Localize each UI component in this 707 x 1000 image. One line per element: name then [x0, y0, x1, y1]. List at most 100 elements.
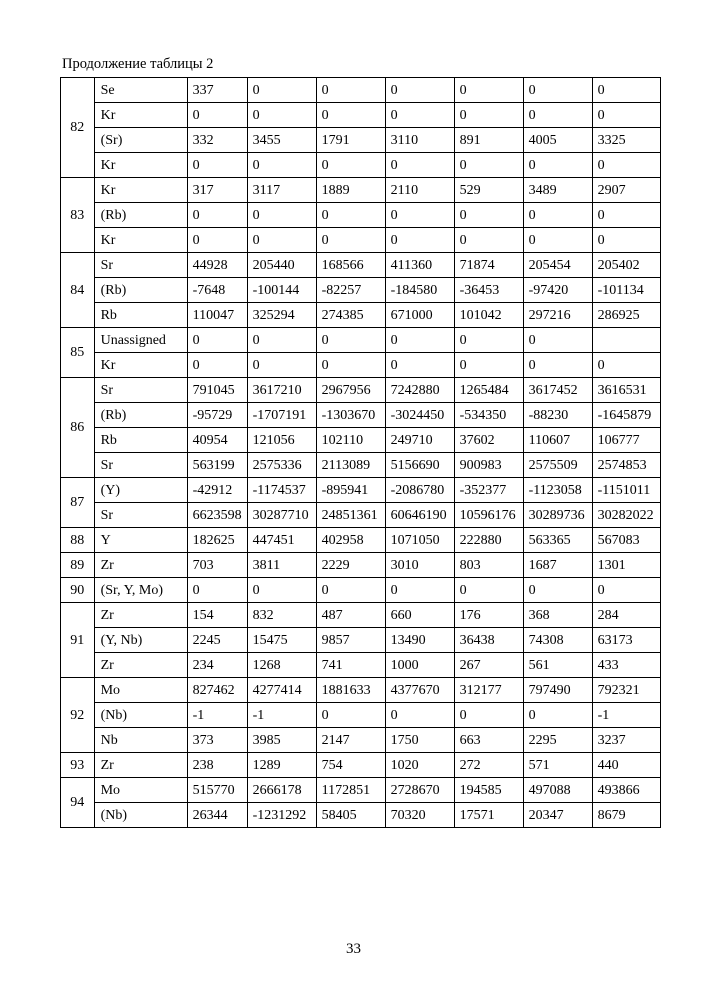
value-cell: 0: [316, 153, 385, 178]
value-cell: 9857: [316, 628, 385, 653]
value-cell: 373: [187, 728, 247, 753]
value-cell: 106777: [592, 428, 660, 453]
value-cell: -3024450: [385, 403, 454, 428]
value-cell: 0: [316, 203, 385, 228]
value-cell: -7648: [187, 278, 247, 303]
value-cell: 0: [316, 328, 385, 353]
value-cell: -95729: [187, 403, 247, 428]
value-cell: 2229: [316, 553, 385, 578]
value-cell: 0: [592, 353, 660, 378]
value-cell: 0: [247, 328, 316, 353]
element-cell: Sr: [94, 453, 187, 478]
value-cell: 272: [454, 753, 523, 778]
value-cell: 1881633: [316, 678, 385, 703]
value-cell: 3985: [247, 728, 316, 753]
value-cell: 571: [523, 753, 592, 778]
value-cell: 1268: [247, 653, 316, 678]
value-cell: 30282022: [592, 503, 660, 528]
value-cell: -1: [247, 703, 316, 728]
element-cell: (Y): [94, 478, 187, 503]
table-row: Nb37339852147175066322953237: [61, 728, 661, 753]
table-caption: Продолжение таблицы 2: [62, 56, 661, 73]
element-cell: Kr: [94, 153, 187, 178]
value-cell: 176: [454, 603, 523, 628]
value-cell: 832: [247, 603, 316, 628]
value-cell: 0: [187, 578, 247, 603]
element-cell: (Rb): [94, 403, 187, 428]
value-cell: 0: [592, 78, 660, 103]
value-cell: 0: [523, 228, 592, 253]
value-cell: -352377: [454, 478, 523, 503]
value-cell: 0: [316, 78, 385, 103]
value-cell: 0: [247, 78, 316, 103]
value-cell: 60646190: [385, 503, 454, 528]
table-row: Kr0000000: [61, 103, 661, 128]
value-cell: -97420: [523, 278, 592, 303]
table-row: 84Sr449282054401685664113607187420545420…: [61, 253, 661, 278]
value-cell: 433: [592, 653, 660, 678]
value-cell: 515770: [187, 778, 247, 803]
value-cell: -895941: [316, 478, 385, 503]
value-cell: 30287710: [247, 503, 316, 528]
table-row: Sr56319925753362113089515669090098325755…: [61, 453, 661, 478]
value-cell: 10596176: [454, 503, 523, 528]
value-cell: 0: [187, 328, 247, 353]
table-row: Rb11004732529427438567100010104229721628…: [61, 303, 661, 328]
table-row: (Rb)-7648-100144-82257-184580-36453-9742…: [61, 278, 661, 303]
value-cell: 0: [316, 578, 385, 603]
value-cell: 0: [523, 103, 592, 128]
value-cell: 1750: [385, 728, 454, 753]
value-cell: 803: [454, 553, 523, 578]
value-cell: 40954: [187, 428, 247, 453]
group-id: 83: [61, 178, 95, 253]
value-cell: 891: [454, 128, 523, 153]
group-id: 89: [61, 553, 95, 578]
value-cell: 660: [385, 603, 454, 628]
group-id: 85: [61, 328, 95, 378]
value-cell: 37602: [454, 428, 523, 453]
value-cell: 20347: [523, 803, 592, 828]
value-cell: 900983: [454, 453, 523, 478]
table-row: (Rb)-95729-1707191-1303670-3024450-53435…: [61, 403, 661, 428]
value-cell: 26344: [187, 803, 247, 828]
element-cell: Sr: [94, 378, 187, 403]
value-cell: 274385: [316, 303, 385, 328]
value-cell: 0: [523, 328, 592, 353]
value-cell: 703: [187, 553, 247, 578]
table-row: (Nb)26344-123129258405703201757120347867…: [61, 803, 661, 828]
value-cell: 3325: [592, 128, 660, 153]
value-cell: 70320: [385, 803, 454, 828]
table-row: 88Y1826254474514029581071050222880563365…: [61, 528, 661, 553]
value-cell: -2086780: [385, 478, 454, 503]
value-cell: 368: [523, 603, 592, 628]
value-cell: 2575336: [247, 453, 316, 478]
value-cell: 1301: [592, 553, 660, 578]
group-id: 86: [61, 378, 95, 478]
value-cell: -1123058: [523, 478, 592, 503]
value-cell: 58405: [316, 803, 385, 828]
value-cell: 286925: [592, 303, 660, 328]
value-cell: 0: [385, 703, 454, 728]
value-cell: 0: [592, 103, 660, 128]
value-cell: 3110: [385, 128, 454, 153]
group-id: 92: [61, 678, 95, 753]
value-cell: 0: [385, 78, 454, 103]
value-cell: 4277414: [247, 678, 316, 703]
value-cell: 3617210: [247, 378, 316, 403]
group-id: 82: [61, 78, 95, 178]
value-cell: 6623598: [187, 503, 247, 528]
value-cell: 110047: [187, 303, 247, 328]
table-row: 93Zr23812897541020272571440: [61, 753, 661, 778]
value-cell: 0: [454, 78, 523, 103]
value-cell: 0: [454, 703, 523, 728]
table-row: Rb40954121056102110249710376021106071067…: [61, 428, 661, 453]
value-cell: -1303670: [316, 403, 385, 428]
value-cell: 234: [187, 653, 247, 678]
value-cell: 325294: [247, 303, 316, 328]
value-cell: -42912: [187, 478, 247, 503]
value-cell: 2967956: [316, 378, 385, 403]
value-cell: 3010: [385, 553, 454, 578]
value-cell: 0: [523, 153, 592, 178]
value-cell: 0: [385, 578, 454, 603]
value-cell: 563199: [187, 453, 247, 478]
